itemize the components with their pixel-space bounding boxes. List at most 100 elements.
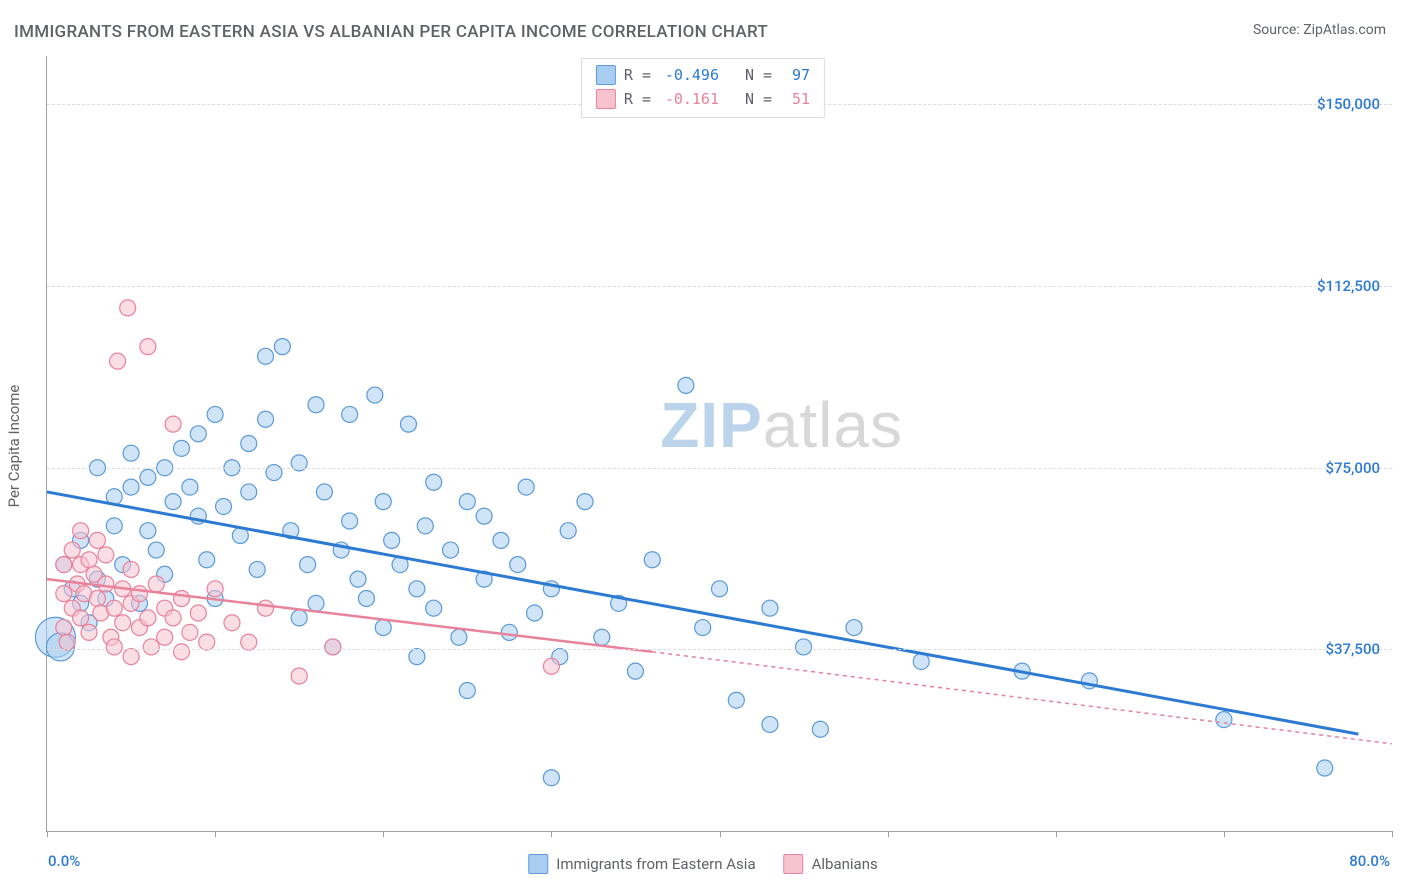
data-point-eastern_asia <box>644 552 660 568</box>
chart-source: Source: ZipAtlas.com <box>1253 22 1386 38</box>
legend-swatch-albanians <box>784 854 804 874</box>
data-point-eastern_asia <box>140 469 156 485</box>
stats-R-eastern-asia: -0.496 <box>659 63 719 87</box>
data-point-albanians <box>73 523 89 539</box>
data-point-eastern_asia <box>417 518 433 534</box>
x-tick <box>720 831 721 837</box>
data-point-eastern_asia <box>199 552 215 568</box>
data-point-albanians <box>56 620 72 636</box>
data-point-eastern_asia <box>476 508 492 524</box>
data-point-eastern_asia <box>678 377 694 393</box>
data-point-albanians <box>89 591 105 607</box>
correlation-stats-box: R = -0.496 N = 97 R = -0.161 N = 51 <box>581 58 825 118</box>
data-point-eastern_asia <box>762 600 778 616</box>
data-point-albanians <box>120 300 136 316</box>
y-tick-label: $150,000 <box>1317 95 1380 113</box>
data-point-albanians <box>123 649 139 665</box>
data-point-eastern_asia <box>518 479 534 495</box>
data-point-eastern_asia <box>123 445 139 461</box>
swatch-eastern-asia <box>596 65 616 85</box>
data-point-albanians <box>56 586 72 602</box>
data-point-albanians <box>106 639 122 655</box>
data-point-albanians <box>140 610 156 626</box>
data-point-eastern_asia <box>123 479 139 495</box>
data-point-albanians <box>64 542 80 558</box>
data-point-albanians <box>81 624 97 640</box>
data-point-eastern_asia <box>291 610 307 626</box>
data-point-eastern_asia <box>258 348 274 364</box>
data-point-eastern_asia <box>148 542 164 558</box>
stats-row-albanians: R = -0.161 N = 51 <box>596 87 810 111</box>
data-point-albanians <box>140 339 156 355</box>
y-tick-label: $112,500 <box>1317 277 1380 295</box>
data-point-eastern_asia <box>241 484 257 500</box>
data-point-eastern_asia <box>627 663 643 679</box>
data-point-albanians <box>207 581 223 597</box>
data-point-eastern_asia <box>174 440 190 456</box>
data-point-eastern_asia <box>594 629 610 645</box>
data-point-eastern_asia <box>375 620 391 636</box>
data-point-albanians <box>174 644 190 660</box>
data-point-eastern_asia <box>577 494 593 510</box>
y-tick-label: $75,000 <box>1325 459 1380 477</box>
chart-title: IMMIGRANTS FROM EASTERN ASIA VS ALBANIAN… <box>14 22 768 42</box>
legend-swatch-eastern-asia <box>528 854 548 874</box>
data-point-albanians <box>258 600 274 616</box>
data-point-albanians <box>174 591 190 607</box>
data-point-eastern_asia <box>712 581 728 597</box>
data-point-eastern_asia <box>300 557 316 573</box>
x-tick <box>383 831 384 837</box>
data-point-albanians <box>182 624 198 640</box>
gridline <box>47 468 1392 469</box>
data-point-eastern_asia <box>426 600 442 616</box>
gridline <box>47 649 1392 650</box>
data-point-eastern_asia <box>140 523 156 539</box>
data-point-eastern_asia <box>493 532 509 548</box>
data-point-eastern_asia <box>258 411 274 427</box>
data-point-eastern_asia <box>375 494 391 510</box>
data-point-eastern_asia <box>451 629 467 645</box>
stats-R-albanians: -0.161 <box>659 87 719 111</box>
data-point-eastern_asia <box>316 484 332 500</box>
data-point-eastern_asia <box>812 721 828 737</box>
data-point-albanians <box>143 639 159 655</box>
x-tick <box>1056 831 1057 837</box>
data-point-albanians <box>106 600 122 616</box>
data-point-eastern_asia <box>846 620 862 636</box>
data-point-albanians <box>199 634 215 650</box>
legend-label-eastern-asia: Immigrants from Eastern Asia <box>556 855 755 873</box>
data-point-eastern_asia <box>308 595 324 611</box>
stats-row-eastern-asia: R = -0.496 N = 97 <box>596 63 810 87</box>
data-point-eastern_asia <box>796 639 812 655</box>
data-point-albanians <box>165 416 181 432</box>
data-point-albanians <box>59 634 75 650</box>
x-tick <box>888 831 889 837</box>
data-point-albanians <box>81 552 97 568</box>
y-tick-label: $37,500 <box>1325 640 1380 658</box>
legend-label-albanians: Albanians <box>812 855 878 873</box>
data-point-eastern_asia <box>342 513 358 529</box>
data-point-eastern_asia <box>350 571 366 587</box>
stats-N-eastern-asia: 97 <box>780 63 810 87</box>
x-tick <box>1392 831 1393 837</box>
data-point-eastern_asia <box>342 406 358 422</box>
data-point-albanians <box>190 605 206 621</box>
data-point-eastern_asia <box>728 692 744 708</box>
data-point-eastern_asia <box>443 542 459 558</box>
data-point-eastern_asia <box>527 605 543 621</box>
data-point-eastern_asia <box>459 683 475 699</box>
data-point-eastern_asia <box>216 498 232 514</box>
x-axis-max-label: 80.0% <box>1349 852 1390 870</box>
trendline-albanians <box>47 579 652 652</box>
x-tick <box>215 831 216 837</box>
data-point-albanians <box>115 615 131 631</box>
plot-svg <box>47 56 1392 831</box>
stats-N-label: N = <box>745 63 772 87</box>
data-point-eastern_asia <box>358 591 374 607</box>
legend-item-eastern-asia: Immigrants from Eastern Asia <box>528 854 755 874</box>
data-point-albanians <box>56 557 72 573</box>
legend-item-albanians: Albanians <box>784 854 878 874</box>
source-prefix: Source: <box>1253 22 1303 38</box>
data-point-eastern_asia <box>1317 760 1333 776</box>
data-point-albanians <box>165 610 181 626</box>
